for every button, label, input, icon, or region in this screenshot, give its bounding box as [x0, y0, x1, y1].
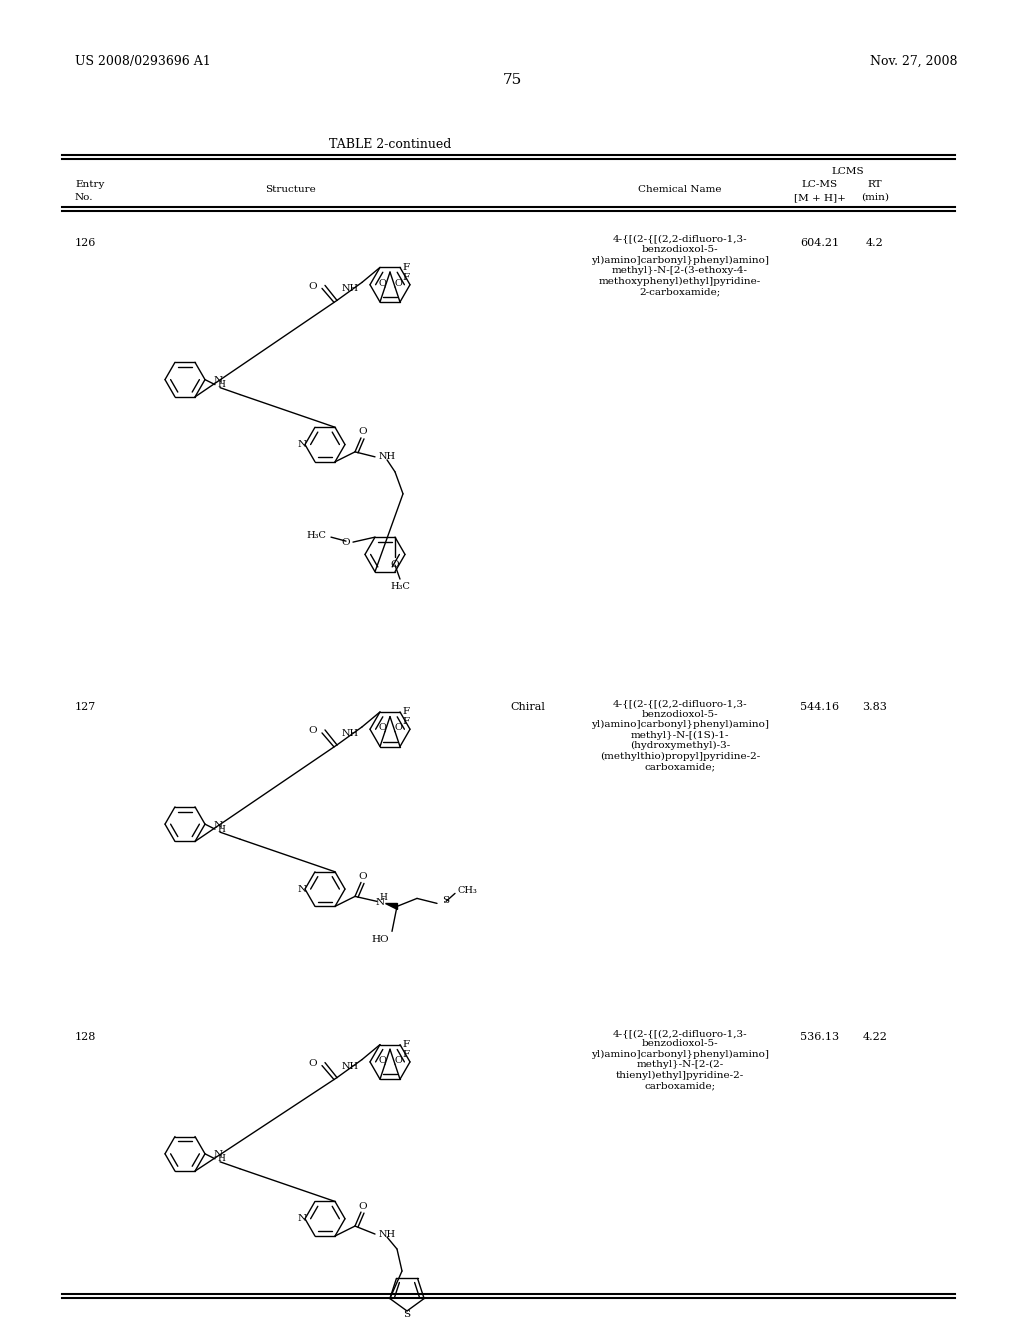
- Text: NH: NH: [342, 1061, 359, 1071]
- Text: O: O: [358, 873, 368, 880]
- Text: O: O: [358, 1201, 368, 1210]
- Text: NH: NH: [342, 284, 359, 293]
- Text: Structure: Structure: [264, 185, 315, 194]
- Text: 4-{[(2-{[(2,2-difluoro-1,3-
benzodioxol-5-
yl)amino]carbonyl}phenyl)amino]
methy: 4-{[(2-{[(2,2-difluoro-1,3- benzodioxol-…: [591, 235, 769, 296]
- Text: 4-{[(2-{[(2,2-difluoro-1,3-
benzodioxol-5-
yl)amino]carbonyl}phenyl)amino]
methy: 4-{[(2-{[(2,2-difluoro-1,3- benzodioxol-…: [591, 1028, 769, 1090]
- Text: (min): (min): [861, 193, 889, 202]
- Text: H₃C: H₃C: [306, 531, 326, 540]
- Text: H: H: [217, 1154, 225, 1163]
- Text: NH: NH: [379, 1229, 396, 1238]
- Text: 126: 126: [75, 238, 96, 248]
- Text: O: O: [358, 428, 368, 437]
- Text: N: N: [297, 1214, 306, 1224]
- Text: O: O: [308, 282, 317, 290]
- Text: 3.83: 3.83: [862, 702, 888, 713]
- Text: Chemical Name: Chemical Name: [638, 185, 722, 194]
- Text: NH: NH: [342, 729, 359, 738]
- Text: O: O: [308, 1059, 317, 1068]
- Text: N: N: [214, 821, 223, 830]
- Text: N: N: [214, 376, 223, 385]
- Text: H₃C: H₃C: [390, 582, 410, 591]
- Text: H: H: [217, 825, 225, 834]
- Text: TABLE 2-continued: TABLE 2-continued: [329, 137, 452, 150]
- Text: O: O: [378, 1056, 386, 1065]
- Text: F: F: [402, 263, 410, 272]
- Text: Nov. 27, 2008: Nov. 27, 2008: [870, 55, 957, 67]
- Text: O: O: [378, 279, 386, 288]
- Text: HO: HO: [372, 936, 389, 944]
- Text: Chiral: Chiral: [510, 702, 545, 713]
- Text: O: O: [394, 279, 402, 288]
- Text: CH₃: CH₃: [458, 886, 478, 895]
- Text: S: S: [403, 1309, 411, 1319]
- Text: 604.21: 604.21: [801, 238, 840, 248]
- Text: F: F: [402, 272, 410, 281]
- Text: F: F: [402, 708, 410, 715]
- Text: S: S: [442, 896, 450, 906]
- Text: N: N: [214, 1150, 223, 1159]
- Text: F: F: [402, 717, 410, 726]
- Text: 536.13: 536.13: [801, 1032, 840, 1041]
- Text: 128: 128: [75, 1032, 96, 1041]
- Polygon shape: [385, 903, 397, 909]
- Text: RT: RT: [867, 180, 883, 189]
- Text: F: F: [402, 1040, 410, 1049]
- Text: 4.22: 4.22: [862, 1032, 888, 1041]
- Text: [M + H]+: [M + H]+: [794, 193, 846, 202]
- Text: LCMS: LCMS: [831, 166, 864, 176]
- Text: N: N: [297, 440, 306, 449]
- Text: H: H: [217, 380, 225, 389]
- Text: US 2008/0293696 A1: US 2008/0293696 A1: [75, 55, 211, 67]
- Text: 75: 75: [503, 73, 521, 87]
- Text: O: O: [378, 723, 386, 733]
- Text: N: N: [297, 884, 306, 894]
- Text: O: O: [391, 560, 399, 569]
- Text: 544.16: 544.16: [801, 702, 840, 713]
- Text: N: N: [376, 898, 385, 907]
- Text: No.: No.: [75, 193, 93, 202]
- Text: 4-{[(2-{[(2,2-difluoro-1,3-
benzodioxol-5-
yl)amino]carbonyl}phenyl)amino]
methy: 4-{[(2-{[(2,2-difluoro-1,3- benzodioxol-…: [591, 700, 769, 771]
- Text: 4.2: 4.2: [866, 238, 884, 248]
- Text: 127: 127: [75, 702, 96, 713]
- Text: O: O: [394, 1056, 402, 1065]
- Text: O: O: [394, 723, 402, 733]
- Text: LC-MS: LC-MS: [802, 180, 838, 189]
- Text: F: F: [402, 1049, 410, 1059]
- Text: NH: NH: [379, 453, 396, 462]
- Text: H: H: [379, 892, 387, 902]
- Text: O: O: [341, 537, 350, 546]
- Text: O: O: [308, 726, 317, 735]
- Text: Entry: Entry: [75, 180, 104, 189]
